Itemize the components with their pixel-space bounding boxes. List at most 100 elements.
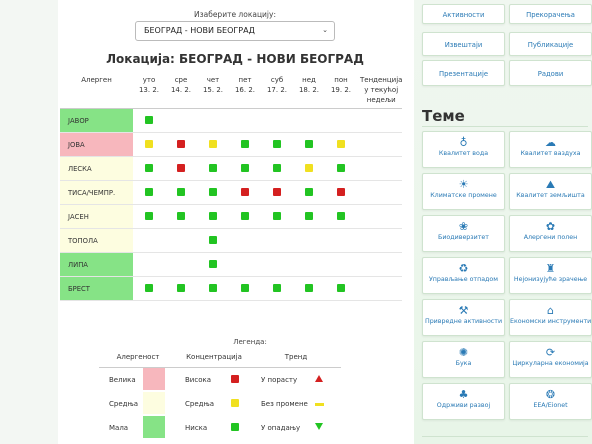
concentration-cell [261,276,293,301]
concentration-cell [197,204,229,229]
table-row: ЈАСЕН [60,204,403,229]
concentration-marker [241,211,249,220]
divider [422,436,588,437]
theme-tile[interactable]: ♁ Квалитет вода [422,131,505,168]
theme-tile[interactable]: ⛰ Квалитет земљишта [509,173,592,210]
theme-tile[interactable]: ❂ EEA/Eionet [509,383,592,420]
concentration-cell [197,228,229,253]
table-header-row: Алерген уто 13. 2. сре 14. 2. чет 15. 2. пе… [60,72,403,109]
concentration-marker [209,139,217,148]
legend-concentration: Средња [185,399,215,408]
factory-icon: ⚒ [458,304,469,317]
legend-table: Алергеност Концентрација Тренд Велика Вис… [99,347,341,440]
concentration-cell [325,180,357,205]
concentration-cell [261,252,293,277]
day-header: чет 15. 2. [197,72,229,109]
concentration-cell [229,228,261,253]
theme-tile[interactable]: ❀ Биодиверзитет [422,215,505,252]
concentration-marker [231,422,239,431]
theme-tile[interactable]: ♜ Нејонизујуће зрачење [509,257,592,294]
theme-tile[interactable]: ☀ Климатске промене [422,173,505,210]
allergen-name: ЛЕСКА [60,156,133,181]
concentration-cell [165,108,197,133]
concentration-cell [197,108,229,133]
nav-button[interactable]: Публикације [509,32,592,56]
concentration-marker [241,139,249,148]
concentration-marker [231,398,239,407]
theme-tile[interactable]: ⟳ Циркуларна економија [509,341,592,378]
trend-cell [357,156,403,181]
theme-label: Одрживи развој [436,402,491,409]
theme-tile[interactable]: ♻ Управљање отпадом [422,257,505,294]
table-row: ТОПОЛА [60,228,403,253]
concentration-marker [273,139,281,148]
concentration-marker [209,187,217,196]
concentration-cell [197,276,229,301]
table-row: ТИСА/ЧЕМПР. [60,180,403,205]
allergen-header: Алерген [60,72,133,109]
nav-button-label: Активности [442,11,485,19]
legend-trend: Без промене [261,399,308,408]
concentration-cell [325,228,357,253]
theme-label: Квалитет ваздуха [520,150,581,157]
concentration-marker [145,211,153,220]
arrow-up-icon [315,375,323,382]
dash-icon [315,402,324,406]
concentration-marker [337,187,345,196]
location-label: Изаберите локацију: [194,10,276,19]
nav-button[interactable]: Презентације [422,60,505,86]
theme-label: Привредне активности [424,318,503,325]
trend-cell [357,204,403,229]
concentration-cell [229,108,261,133]
nav-button-label: Прекорачења [526,11,575,19]
concentration-marker [273,187,281,196]
nav-button[interactable]: Прекорачења [509,4,592,24]
allergen-name: ЛИПА [60,252,133,277]
concentration-cell [261,180,293,205]
nav-button[interactable]: Активности [422,4,505,24]
noise-icon: ✺ [458,346,469,359]
theme-tile[interactable]: ☁ Квалитет ваздуха [509,131,592,168]
theme-label: Управљање отпадом [428,276,499,283]
left-margin [0,0,58,444]
chevron-down-icon: ⌄ [322,26,328,34]
concentration-cell [229,252,261,277]
theme-tile[interactable]: ♣ Одрживи развој [422,383,505,420]
table-row: ЛИПА [60,252,403,277]
concentration-cell [229,156,261,181]
bank-icon: ⌂ [547,304,554,317]
day-header: нед 18. 2. [293,72,325,109]
concentration-marker [177,211,185,220]
legend-trend: У порасту [261,375,298,384]
allergenicity-swatch [143,367,165,390]
concentration-cell [293,156,325,181]
concentration-cell [133,228,165,253]
themes-title: Теме [422,107,465,125]
legend-header-concentration: Концентрација [177,347,251,368]
concentration-cell [133,252,165,277]
concentration-cell [325,108,357,133]
theme-tile[interactable]: ✺ Бука [422,341,505,378]
legend-row: Средња Средња Без промене [99,391,341,416]
theme-label: EEA/Eionet [533,402,568,409]
concentration-cell [293,132,325,157]
concentration-marker [241,163,249,172]
theme-label: Циркуларна економија [512,360,589,367]
day-header: уто 13. 2. [133,72,165,109]
location-select[interactable]: БЕОГРАД - НОВИ БЕОГРАД ⌄ [135,21,335,41]
nav-button[interactable]: Радови [509,60,592,86]
concentration-marker [177,163,185,172]
theme-tile[interactable]: ✿ Алергени полен [509,215,592,252]
theme-tile[interactable]: ⌂ Економски инструменти [509,299,592,336]
circular-icon: ⟳ [545,346,556,359]
legend-header-trend: Тренд [251,347,341,368]
concentration-marker [305,187,313,196]
allergen-name: БРЕСТ [60,276,133,301]
concentration-marker [241,283,249,292]
concentration-marker [209,283,217,292]
concentration-marker [177,283,185,292]
day-header: сре 14. 2. [165,72,197,109]
concentration-cell [293,204,325,229]
nav-button[interactable]: Извештаји [422,32,505,56]
theme-tile[interactable]: ⚒ Привредне активности [422,299,505,336]
